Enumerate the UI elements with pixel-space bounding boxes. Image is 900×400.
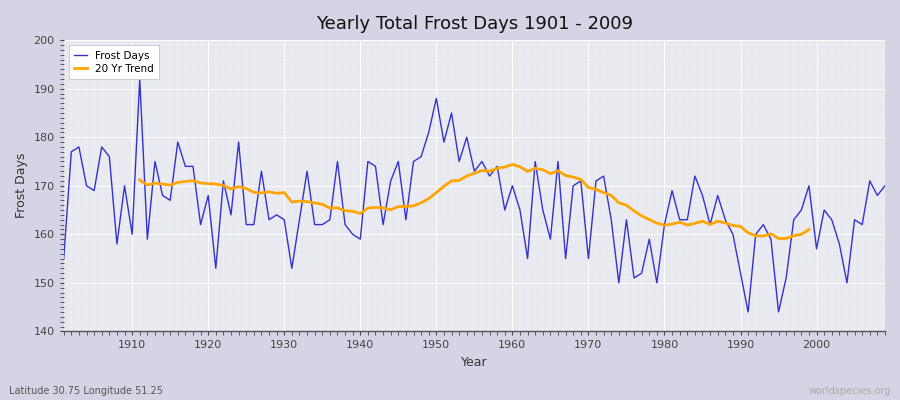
X-axis label: Year: Year xyxy=(461,356,488,369)
Frost Days xyxy=(879,183,890,188)
20 Yr Trend xyxy=(507,162,517,167)
20 Yr Trend xyxy=(202,181,213,186)
Frost Days xyxy=(507,183,517,188)
20 Yr Trend xyxy=(218,183,229,188)
Frost Days xyxy=(119,183,130,188)
Frost Days xyxy=(294,217,305,222)
Frost Days xyxy=(515,208,526,212)
20 Yr Trend xyxy=(477,168,488,173)
Frost Days xyxy=(339,222,350,227)
20 Yr Trend xyxy=(804,227,814,232)
20 Yr Trend xyxy=(773,236,784,241)
Line: Frost Days: Frost Days xyxy=(64,79,885,312)
Frost Days xyxy=(742,310,753,314)
Y-axis label: Frost Days: Frost Days xyxy=(15,153,28,218)
Text: worldspecies.org: worldspecies.org xyxy=(809,386,891,396)
Frost Days xyxy=(134,76,145,81)
Text: Latitude 30.75 Longitude 51.25: Latitude 30.75 Longitude 51.25 xyxy=(9,386,163,396)
Line: 20 Yr Trend: 20 Yr Trend xyxy=(140,164,809,238)
Legend: Frost Days, 20 Yr Trend: Frost Days, 20 Yr Trend xyxy=(69,45,159,79)
20 Yr Trend xyxy=(735,224,746,229)
Title: Yearly Total Frost Days 1901 - 2009: Yearly Total Frost Days 1901 - 2009 xyxy=(316,15,633,33)
20 Yr Trend xyxy=(134,178,145,182)
Frost Days xyxy=(606,217,616,222)
20 Yr Trend xyxy=(393,204,404,209)
Frost Days xyxy=(58,256,69,261)
20 Yr Trend xyxy=(271,191,282,196)
